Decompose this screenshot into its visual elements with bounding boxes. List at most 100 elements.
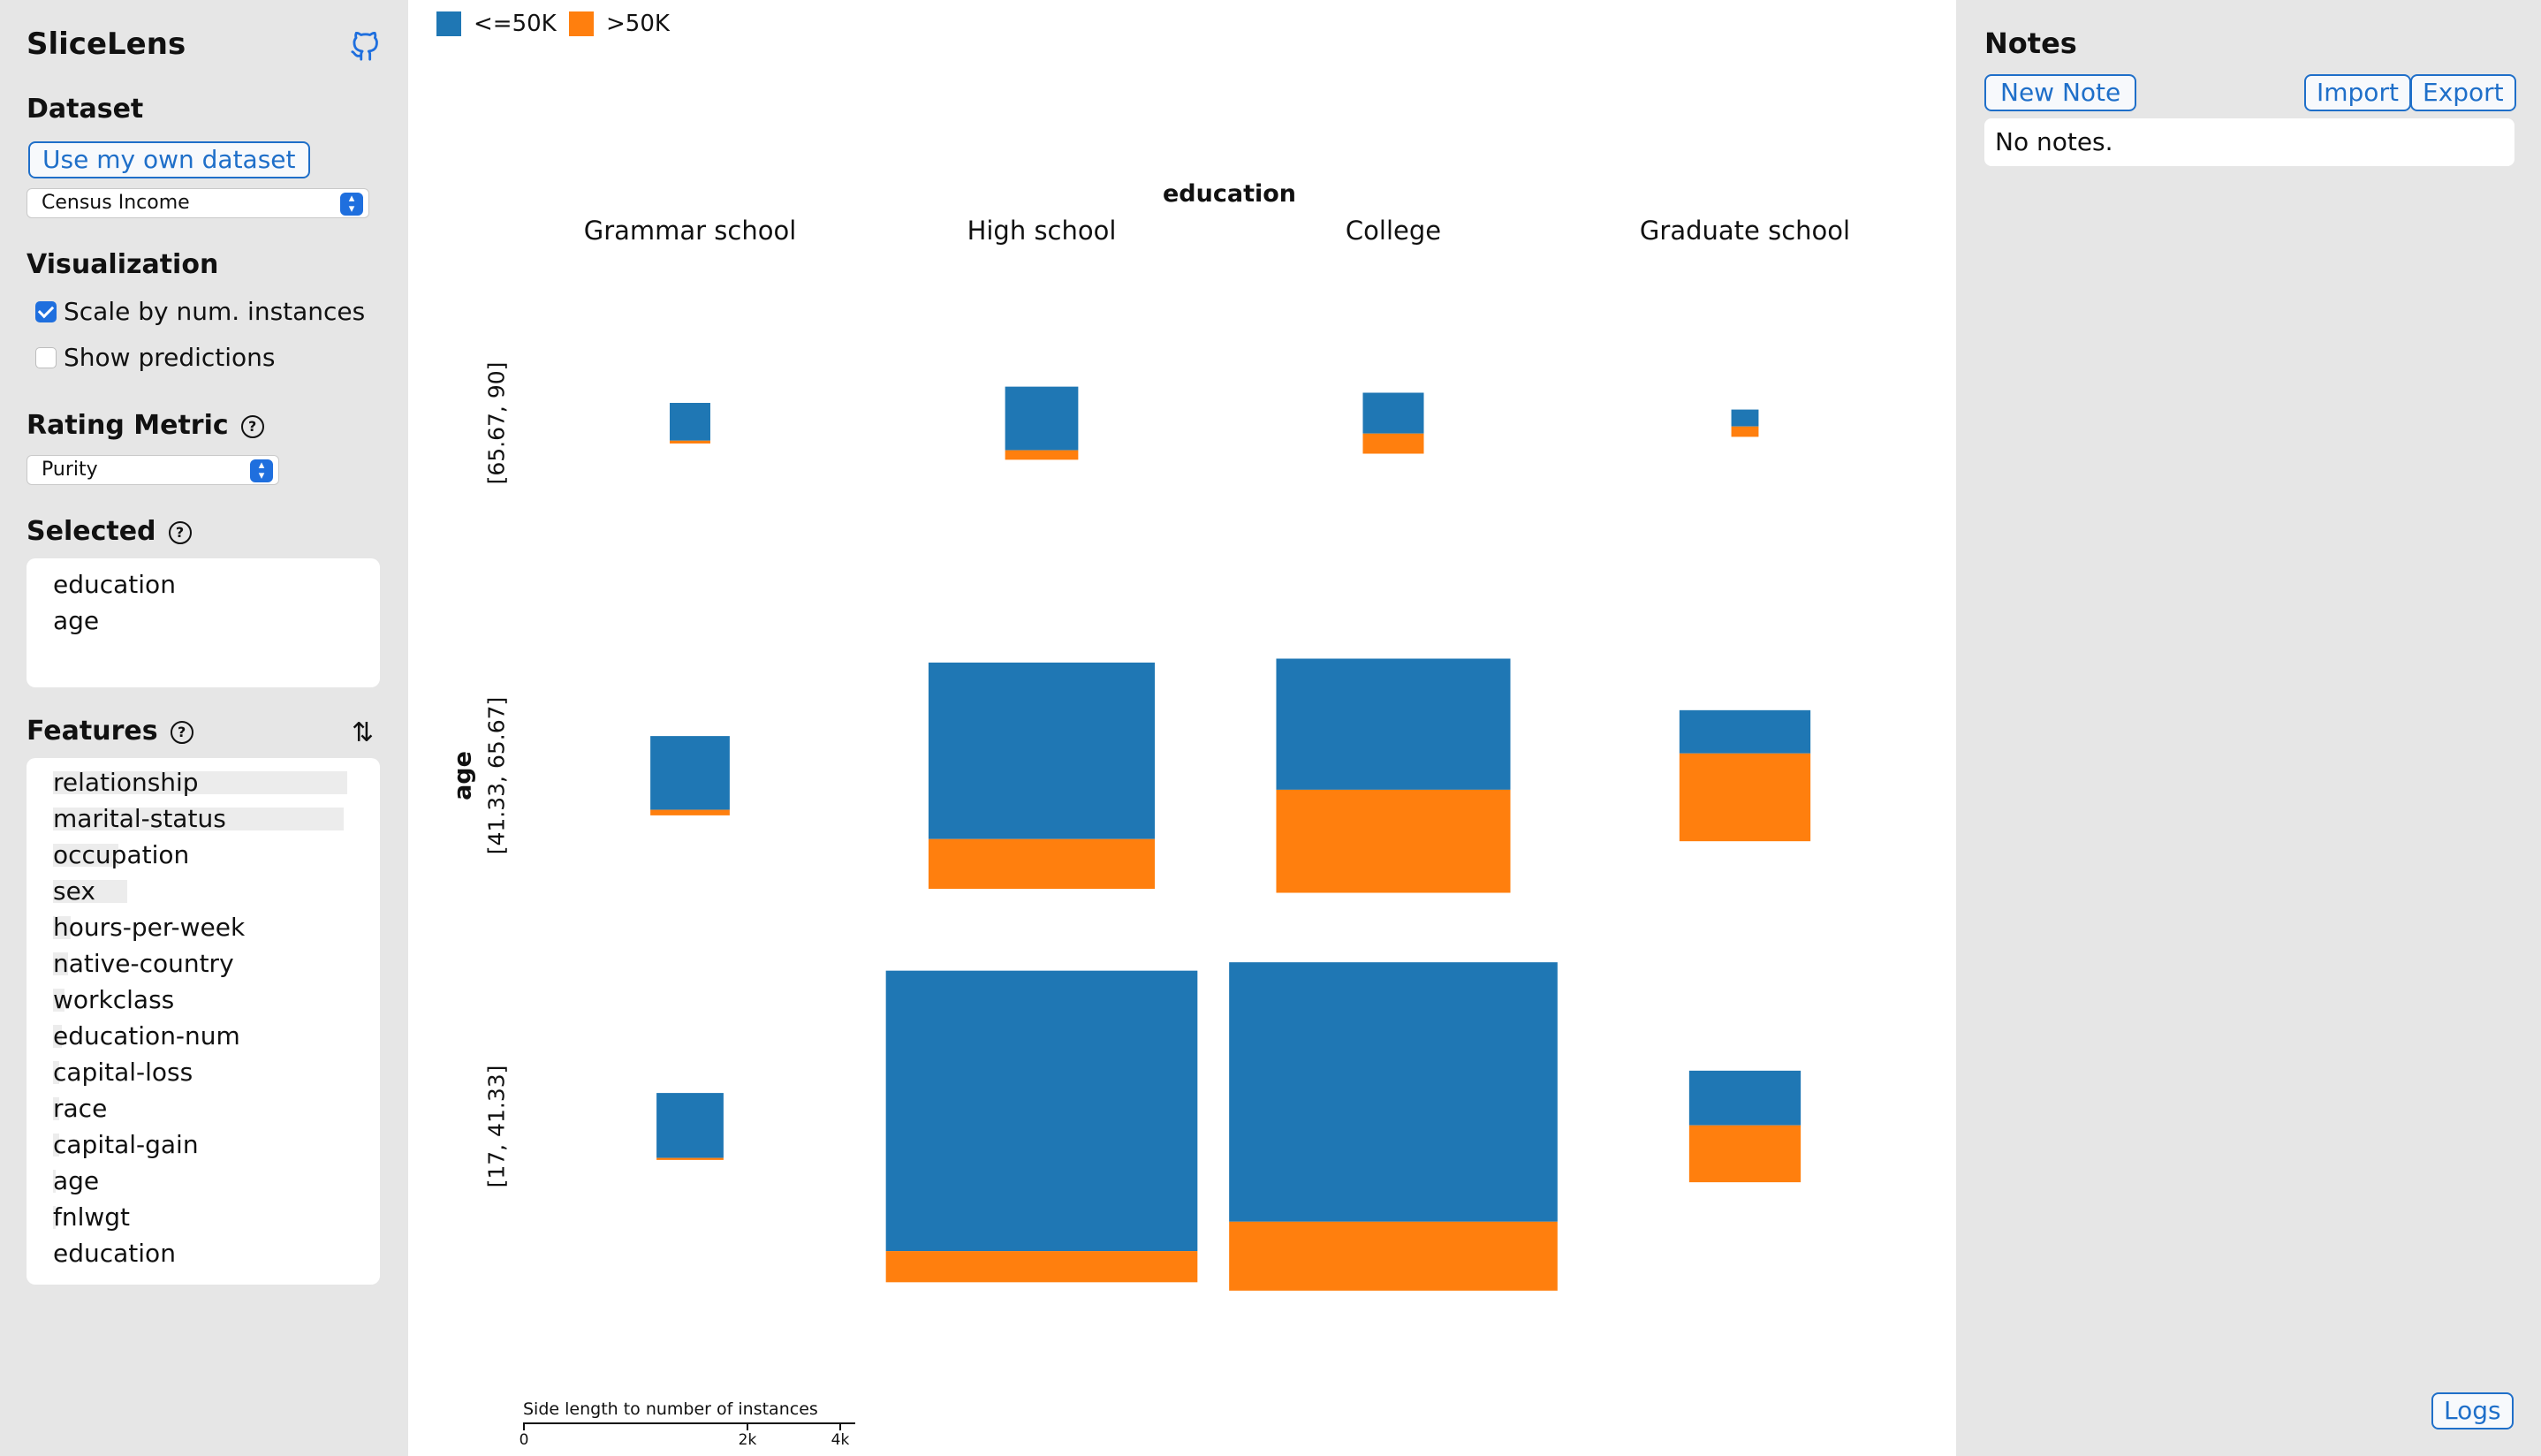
notes-panel: Notes New Note Import Export No notes. L… bbox=[1956, 0, 2541, 1456]
feature-item[interactable]: fnlwgt bbox=[53, 1202, 131, 1232]
column-label: Graduate school bbox=[1639, 216, 1851, 246]
visualization-area: <=50K >50K education Grammar school High… bbox=[408, 0, 1956, 1456]
feature-score-bar bbox=[53, 1170, 56, 1193]
feature-item[interactable]: native-country bbox=[53, 949, 234, 978]
feature-item[interactable]: education-num bbox=[53, 1021, 240, 1050]
cell-positive-segment[interactable] bbox=[885, 1251, 1198, 1283]
cell-positive-segment[interactable] bbox=[656, 1157, 724, 1160]
cell-positive-segment[interactable] bbox=[1362, 433, 1424, 454]
legend-label: <=50K bbox=[474, 11, 557, 37]
cell-negative-segment[interactable] bbox=[1005, 386, 1079, 451]
sidebar: SliceLens Dataset Use my own dataset Cen… bbox=[0, 0, 408, 1456]
feature-item[interactable]: relationship bbox=[53, 768, 199, 797]
feature-item[interactable]: hours-per-week bbox=[53, 913, 246, 942]
scale-tick bbox=[523, 1422, 525, 1430]
cell-positive-segment[interactable] bbox=[1688, 1125, 1801, 1183]
feature-score-bar bbox=[53, 1025, 62, 1048]
cell-negative-segment[interactable] bbox=[656, 1093, 724, 1158]
visualization-heading: Visualization bbox=[27, 249, 219, 280]
features-label: Features bbox=[27, 716, 158, 747]
feature-score-bar bbox=[53, 1061, 59, 1084]
feature-score-bar bbox=[53, 844, 118, 867]
cell-positive-segment[interactable] bbox=[1229, 1221, 1558, 1291]
feature-item[interactable]: education bbox=[53, 1239, 176, 1268]
export-button[interactable]: Export bbox=[2410, 74, 2516, 111]
notes-title: Notes bbox=[1984, 27, 2077, 60]
import-button[interactable]: Import bbox=[2304, 74, 2411, 111]
dataset-heading: Dataset bbox=[27, 94, 144, 125]
app-title: SliceLens bbox=[27, 27, 186, 62]
scale-by-instances-option[interactable]: Scale by num. instances bbox=[35, 297, 365, 326]
legend-swatch bbox=[569, 11, 594, 36]
rating-metric-label: Rating Metric bbox=[27, 410, 229, 441]
cell-positive-segment[interactable] bbox=[1679, 753, 1811, 842]
feature-item[interactable]: race bbox=[53, 1094, 108, 1123]
rating-metric-value: Purity bbox=[42, 459, 98, 481]
legend-item: <=50K bbox=[436, 11, 557, 37]
cell-positive-segment[interactable] bbox=[1731, 426, 1759, 437]
selected-item[interactable]: education bbox=[53, 570, 176, 599]
selected-label: Selected bbox=[27, 516, 156, 547]
scale-tick-label: 2k bbox=[738, 1431, 757, 1449]
cell-negative-segment[interactable] bbox=[885, 970, 1198, 1252]
column-label: Grammar school bbox=[583, 216, 797, 246]
rating-metric-heading: Rating Metric? bbox=[27, 410, 264, 441]
cell-negative-segment[interactable] bbox=[1731, 409, 1759, 427]
cell-negative-segment[interactable] bbox=[650, 736, 730, 810]
scale-checkbox[interactable] bbox=[35, 300, 57, 322]
dataset-select[interactable]: Census Income ▴ ▾ bbox=[27, 188, 369, 218]
feature-score-bar bbox=[53, 989, 64, 1012]
feature-item[interactable]: age bbox=[53, 1166, 100, 1195]
cell-positive-segment[interactable] bbox=[1005, 450, 1079, 460]
feature-item[interactable]: workclass bbox=[53, 985, 175, 1014]
cell-negative-segment[interactable] bbox=[1229, 962, 1558, 1222]
scale-tick bbox=[839, 1422, 841, 1430]
rating-metric-select[interactable]: Purity ▴ ▾ bbox=[27, 455, 279, 485]
scale-tick bbox=[747, 1422, 748, 1430]
cell-positive-segment[interactable] bbox=[1276, 789, 1511, 893]
cell-negative-segment[interactable] bbox=[1688, 1070, 1801, 1126]
use-own-dataset-button[interactable]: Use my own dataset bbox=[28, 141, 310, 178]
feature-score-bar bbox=[53, 952, 68, 975]
feature-score-bar bbox=[53, 916, 71, 939]
feature-item[interactable]: marital-status bbox=[53, 804, 226, 833]
selected-item[interactable]: age bbox=[53, 606, 100, 635]
feature-item[interactable]: occupation bbox=[53, 840, 190, 869]
feature-item[interactable]: capital-loss bbox=[53, 1058, 193, 1087]
feature-score-bar bbox=[53, 1206, 56, 1229]
new-note-button[interactable]: New Note bbox=[1984, 74, 2137, 111]
scale-tick-label: 0 bbox=[519, 1431, 529, 1449]
legend-item: >50K bbox=[569, 11, 670, 37]
mosaic-chart bbox=[650, 386, 1811, 1291]
column-label: College bbox=[1345, 216, 1442, 246]
cell-negative-segment[interactable] bbox=[1679, 709, 1811, 754]
scale-axis bbox=[523, 1422, 855, 1424]
sort-icon[interactable]: ⇅ bbox=[352, 717, 375, 748]
predictions-checkbox[interactable] bbox=[35, 346, 57, 368]
help-icon[interactable]: ? bbox=[240, 415, 264, 438]
show-predictions-option[interactable]: Show predictions bbox=[35, 343, 276, 372]
feature-score-bar bbox=[53, 880, 127, 903]
legend-label: >50K bbox=[606, 11, 670, 37]
help-icon[interactable]: ? bbox=[168, 521, 192, 544]
cell-positive-segment[interactable] bbox=[670, 440, 710, 444]
cell-positive-segment[interactable] bbox=[650, 809, 730, 815]
cell-negative-segment[interactable] bbox=[1362, 392, 1424, 434]
scale-label: Scale by num. instances bbox=[64, 297, 366, 326]
feature-item[interactable]: sex bbox=[53, 876, 95, 906]
cell-negative-segment[interactable] bbox=[670, 403, 710, 441]
x-axis-title: education bbox=[1163, 180, 1297, 208]
features-heading: Features? bbox=[27, 716, 193, 747]
github-icon[interactable] bbox=[350, 32, 380, 62]
feature-score-bar bbox=[53, 1134, 59, 1156]
help-icon[interactable]: ? bbox=[170, 721, 193, 744]
predictions-label: Show predictions bbox=[64, 343, 276, 372]
cell-negative-segment[interactable] bbox=[928, 662, 1156, 839]
feature-score-bar bbox=[53, 1097, 59, 1120]
feature-item[interactable]: capital-gain bbox=[53, 1130, 199, 1159]
features-panel: relationship marital-status occupation sex h… bbox=[27, 758, 380, 1285]
cell-positive-segment[interactable] bbox=[928, 838, 1156, 890]
selected-panel: education age bbox=[27, 558, 380, 687]
cell-negative-segment[interactable] bbox=[1276, 658, 1511, 790]
logs-button[interactable]: Logs bbox=[2431, 1392, 2514, 1429]
